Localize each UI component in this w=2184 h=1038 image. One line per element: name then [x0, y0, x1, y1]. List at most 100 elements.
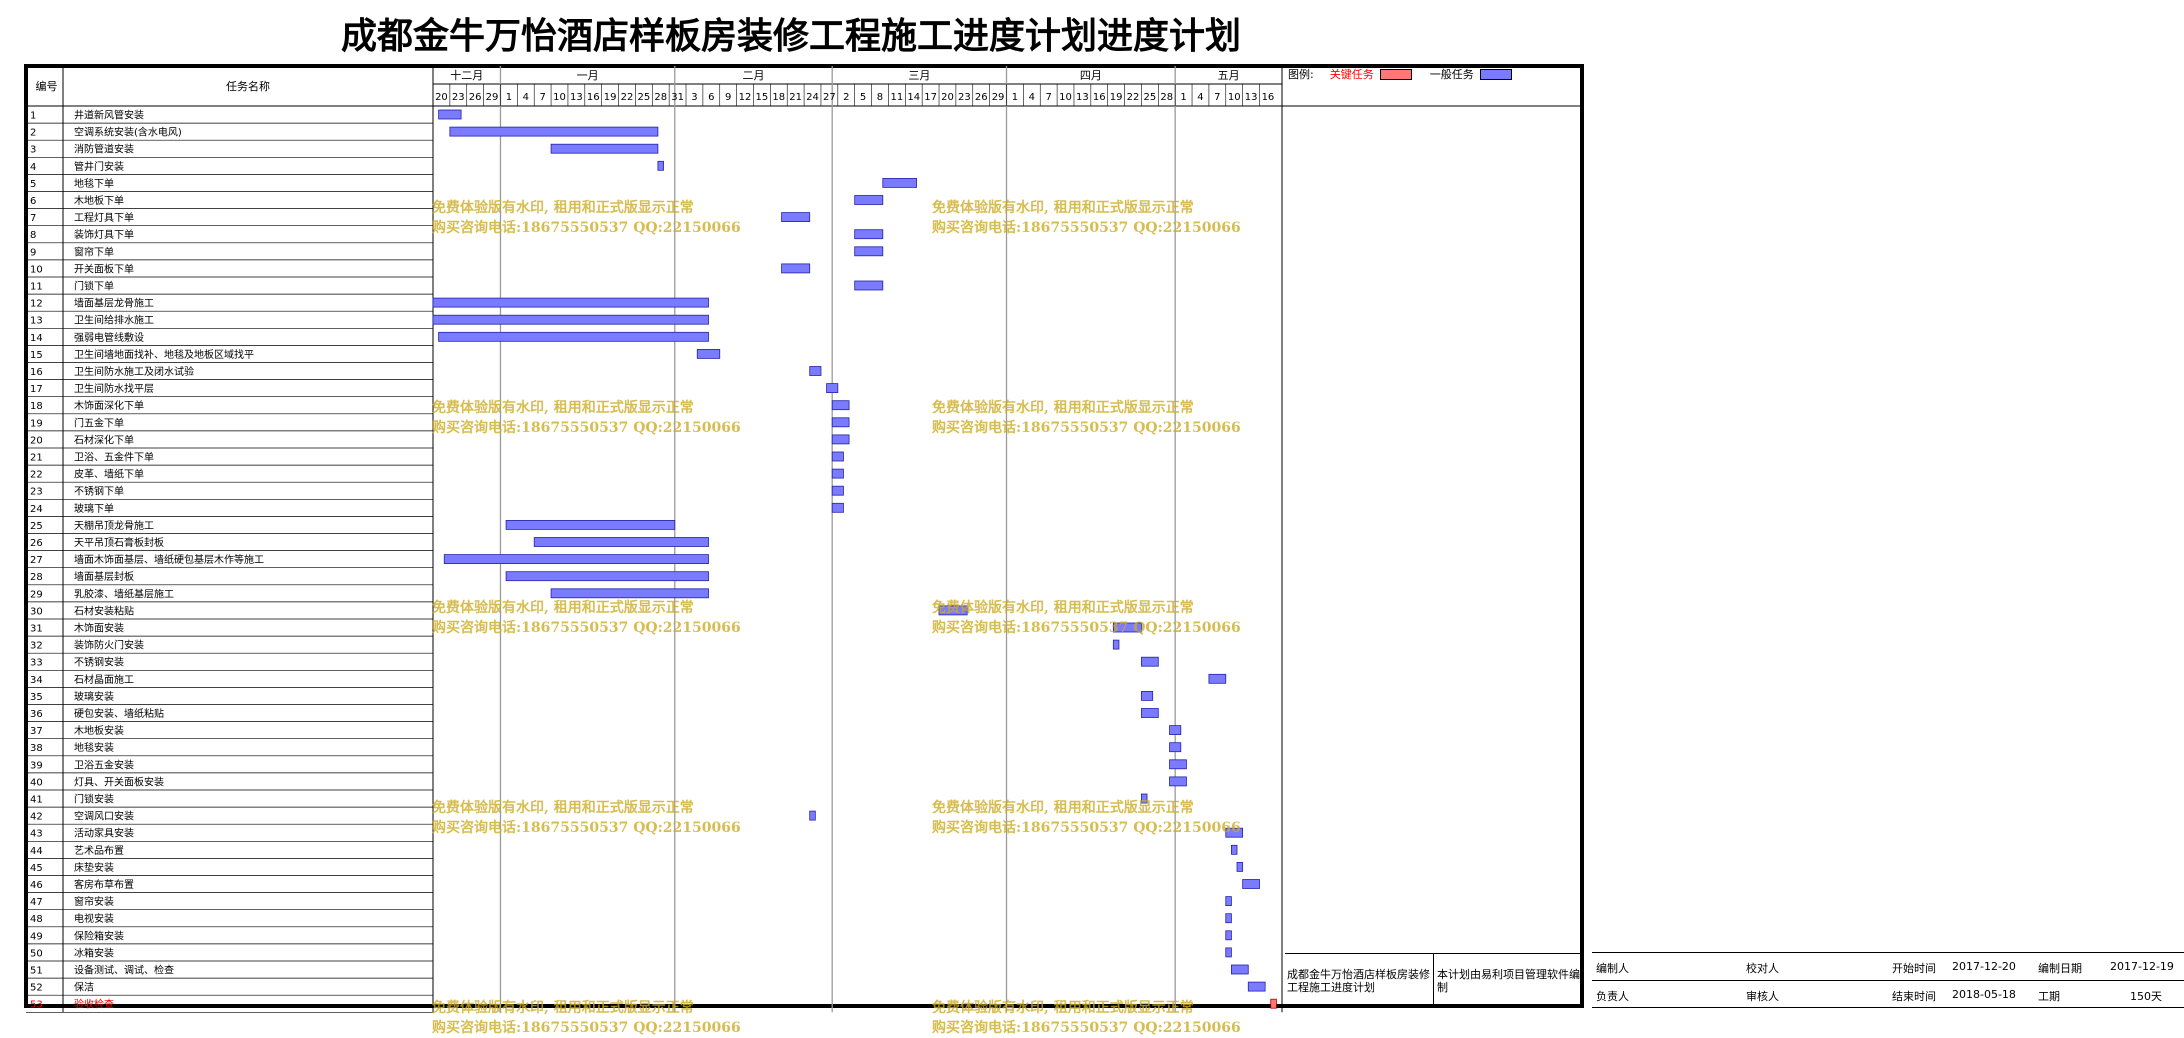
month-label: 三月	[908, 69, 930, 82]
tick-label: 16	[587, 92, 600, 103]
task-no: 51	[30, 966, 43, 977]
task-bar	[781, 212, 811, 223]
task-no: 16	[30, 367, 43, 378]
task-no: 6	[30, 196, 36, 207]
date-label: 编制日期	[2038, 962, 2082, 975]
header-task-name: 任务名称	[226, 79, 270, 93]
task-bar	[1230, 964, 1249, 975]
task-name: 墙面基层封板	[74, 570, 134, 583]
task-bar	[696, 348, 721, 359]
task-no: 1	[30, 111, 36, 122]
task-bar	[1225, 913, 1232, 924]
end-label: 结束时间	[1892, 990, 1936, 1003]
task-name: 活动家具安装	[74, 827, 134, 840]
watermark-line: 免费体验版有水印, 租用和正式版显示正常	[932, 600, 1194, 616]
reviewer-label: 审核人	[1746, 990, 1779, 1003]
note-box: 成都金牛万怡酒店样板房装修工程施工进度计划 本计划由易利项目管理软件编制	[1285, 953, 1580, 1005]
header-no: 编号	[36, 79, 58, 93]
watermark: 免费体验版有水印, 租用和正式版显示正常 购买咨询电话:18675550537 Q…	[432, 998, 741, 1038]
task-bar	[826, 383, 839, 394]
task-no: 19	[30, 418, 43, 429]
info-line	[1592, 1007, 2184, 1008]
task-no: 43	[30, 829, 43, 840]
watermark-line: 购买咨询电话:18675550537 QQ:22150066	[432, 220, 741, 236]
task-no: 48	[30, 914, 43, 925]
task-bar	[854, 195, 884, 205]
page-title: 成都金牛万怡酒店样板房装修工程施工进度计划进度计划	[340, 15, 1241, 57]
tick-label: 23	[452, 92, 465, 103]
task-name: 卫生间给排水施工	[74, 314, 154, 327]
task-no: 42	[30, 812, 43, 823]
task-no: 7	[30, 213, 36, 224]
task-name: 天棚吊顶龙骨施工	[74, 519, 154, 532]
watermark-line: 免费体验版有水印, 租用和正式版显示正常	[932, 200, 1194, 216]
tick-label: 13	[570, 92, 583, 103]
task-no: 22	[30, 470, 43, 481]
task-name: 不锈钢下单	[74, 485, 124, 498]
month-label: 四月	[1080, 69, 1102, 82]
watermark-line: 购买咨询电话:18675550537 QQ:22150066	[932, 620, 1241, 636]
tick-label: 15	[756, 92, 769, 103]
tick-label: 13	[1245, 92, 1258, 103]
task-no: 23	[30, 487, 43, 498]
task-name: 玻璃安装	[74, 690, 114, 703]
task-bar	[831, 434, 850, 445]
task-no: 13	[30, 316, 43, 327]
tick-label: 16	[1093, 92, 1106, 103]
task-name: 电视安装	[74, 912, 114, 925]
task-bar	[438, 331, 709, 342]
task-no: 33	[30, 658, 43, 669]
watermark-line: 购买咨询电话:18675550537 QQ:22150066	[432, 820, 741, 836]
tick-label: 19	[604, 92, 617, 103]
task-bar	[1169, 742, 1182, 753]
start-value: 2017-12-20	[1952, 960, 2016, 973]
task-no: 37	[30, 726, 43, 737]
tick-label: 20	[941, 92, 954, 103]
task-name: 空调系统安装(含水电风)	[74, 126, 182, 139]
task-bar	[1112, 622, 1142, 633]
task-name: 艺术品布置	[74, 845, 124, 857]
task-bar	[1230, 844, 1238, 855]
tick-label: 1	[506, 92, 512, 103]
task-name: 验收检查	[74, 998, 114, 1011]
info-line	[1592, 980, 2184, 981]
date-value: 2017-12-19	[2110, 960, 2174, 973]
task-bar	[1169, 776, 1187, 787]
task-no: 25	[30, 521, 43, 532]
task-name: 皮革、墙纸下单	[74, 468, 144, 481]
month-label: 二月	[742, 69, 764, 82]
task-no: 17	[30, 384, 43, 395]
watermark: 免费体验版有水印, 租用和正式版显示正常 购买咨询电话:18675550537 Q…	[432, 398, 741, 438]
task-no: 35	[30, 692, 43, 703]
task-name: 管井门安装	[74, 160, 124, 173]
task-no: 32	[30, 641, 43, 652]
legend-key-label: 关键任务	[1329, 68, 1374, 81]
tick-label: 21	[789, 92, 802, 103]
task-name: 卫生间防水找平层	[74, 382, 154, 395]
task-no: 29	[30, 589, 43, 600]
task-bar	[1225, 930, 1232, 941]
tick-label: 31	[671, 92, 684, 103]
task-bar	[831, 502, 844, 513]
task-name: 木地板下单	[74, 194, 124, 207]
chart-frame	[24, 64, 1584, 1008]
task-no: 38	[30, 743, 43, 754]
tick-label: 22	[621, 92, 634, 103]
duration-value: 150天	[2130, 990, 2162, 1003]
task-bar	[1242, 879, 1260, 889]
task-name: 冰箱安装	[74, 946, 114, 959]
tick-label: 2	[843, 92, 849, 103]
task-no: 24	[30, 504, 43, 515]
tick-label: 19	[1110, 92, 1123, 103]
task-bar	[550, 588, 709, 599]
legend-normal-label: 一般任务	[1429, 68, 1474, 81]
watermark: 免费体验版有水印, 租用和正式版显示正常购买咨询电话:18675550537 Q…	[932, 598, 1241, 638]
note-plan-title: 成都金牛万怡酒店样板房装修工程施工进度计划	[1287, 968, 1430, 994]
tick-label: 3	[691, 92, 697, 103]
tick-label: 11	[890, 92, 903, 103]
task-name: 设备测试、调试、检查	[74, 964, 174, 977]
tick-label: 8	[877, 92, 883, 103]
task-name: 石材晶面施工	[74, 673, 134, 686]
task-bar	[1208, 673, 1227, 684]
watermark-line: 购买咨询电话:18675550537 QQ:22150066	[432, 1020, 741, 1036]
